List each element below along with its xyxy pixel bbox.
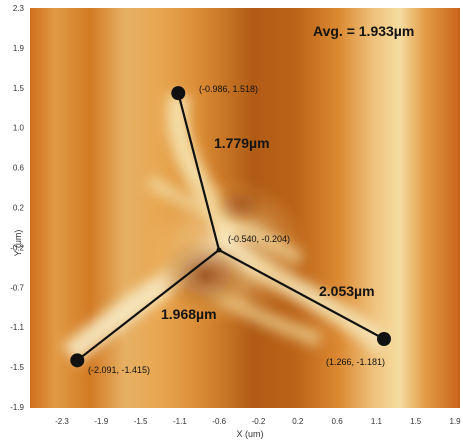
endpoint-right-coordinate-label: (1.266, -1.181) <box>326 357 385 367</box>
y-axis-label: Y (um) <box>13 230 23 257</box>
measurement-line-2 <box>218 249 385 340</box>
center-marker <box>216 247 222 253</box>
center-coordinate-label: (-0.540, -0.204) <box>228 234 290 244</box>
measurement-line-0 <box>177 92 221 251</box>
x-tick-label: 1.5 <box>410 417 422 426</box>
endpoint-top-coordinate-label: (-0.986, 1.518) <box>199 84 258 94</box>
endpoint-left-coordinate-label: (-2.091, -1.415) <box>88 365 150 375</box>
x-tick-label: 0.2 <box>292 417 304 426</box>
y-tick-label: -1.1 <box>10 323 24 332</box>
segment-left-length-label: 1.968µm <box>161 306 217 322</box>
y-axis-ticks: 2.3 1.9 1.5 1.0 0.6 0.2 -0.2 -0.7 -1.1 -1.5 -1.9 <box>10 4 24 412</box>
x-axis-label: X (um) <box>237 429 264 439</box>
segment-top-length-label: 1.779µm <box>214 135 270 151</box>
x-tick-label: -2.3 <box>55 417 69 426</box>
endpoint-marker-2 <box>377 332 391 346</box>
y-tick-label: 0.2 <box>13 204 25 213</box>
x-axis-ticks: -2.3 -1.9 -1.5 -1.1 -0.6 -0.2 0.2 0.6 1.1 1.5 1.9 <box>55 417 461 426</box>
y-tick-label: -0.7 <box>10 283 24 292</box>
measurement-lines <box>76 92 385 362</box>
y-tick-label: -0.2 <box>10 243 24 252</box>
y-tick-label: 2.3 <box>13 4 25 13</box>
x-tick-label: -0.6 <box>212 417 226 426</box>
endpoint-marker-1 <box>70 353 85 368</box>
x-tick-label: -1.9 <box>94 417 108 426</box>
y-tick-label: -1.5 <box>10 363 24 372</box>
measurement-markers <box>70 86 391 368</box>
y-tick-label: 1.0 <box>13 124 25 133</box>
x-tick-label: -1.5 <box>134 417 148 426</box>
y-tick-label: 0.6 <box>13 164 25 173</box>
segment-right-length-label: 2.053µm <box>319 283 375 299</box>
average-label: Avg. = 1.933µm <box>313 23 414 39</box>
y-tick-label: 1.9 <box>13 44 25 53</box>
x-tick-label: 1.9 <box>449 417 461 426</box>
x-tick-label: -1.1 <box>173 417 187 426</box>
measurement-line-1 <box>76 249 220 362</box>
x-tick-label: -0.2 <box>252 417 266 426</box>
y-tick-label: -1.9 <box>10 403 24 412</box>
x-tick-label: 0.6 <box>332 417 344 426</box>
y-tick-label: 1.5 <box>13 84 25 93</box>
endpoint-marker-0 <box>171 86 186 101</box>
x-tick-label: 1.1 <box>371 417 383 426</box>
